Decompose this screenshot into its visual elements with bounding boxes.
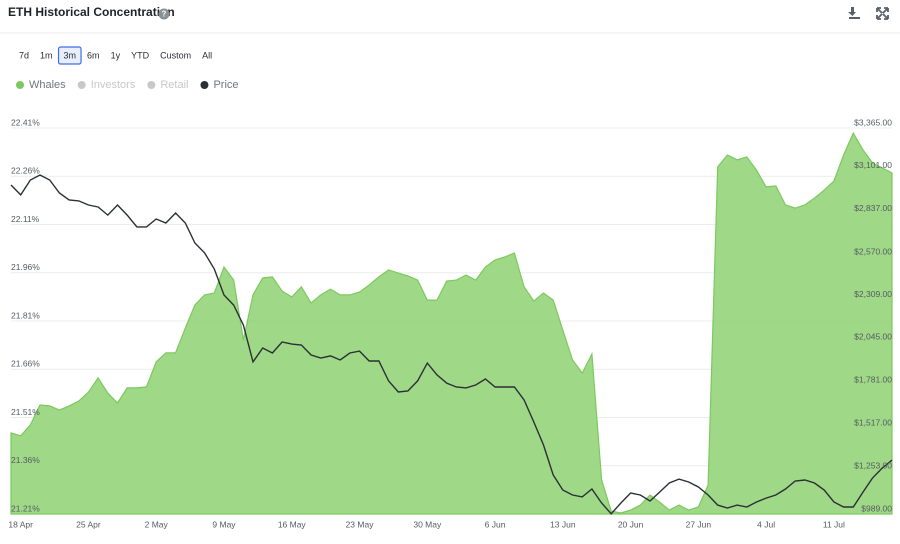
legend-swatch[interactable] [77,81,86,89]
y-tick-label: 22.26% [11,166,40,176]
x-tick-label: 23 May [346,519,375,529]
x-tick-label: 20 Jun [618,519,644,529]
range-button-selected[interactable] [57,46,82,65]
range-button-label[interactable]: All [202,50,212,60]
y-tick-label: 22.11% [11,214,40,224]
y-tick-label: 21.36% [11,455,40,465]
y-tick-label: 21.66% [11,359,40,369]
y2-tick-label: $3,365.00 [854,117,892,127]
legend-swatch[interactable] [16,81,24,89]
y-tick-label: 21.51% [11,407,40,417]
range-button-label[interactable]: Custom [160,50,191,60]
y2-tick-label: $1,781.00 [854,375,892,385]
legend-swatch[interactable] [147,81,156,89]
legend-label[interactable]: Price [213,79,238,91]
y2-tick-label: $1,253.00 [854,460,892,470]
y-tick-label: 22.41% [11,117,40,127]
y2-tick-label: $989.00 [861,503,892,513]
x-tick-label: 9 May [212,519,236,529]
y2-tick-label: $2,837.00 [854,203,892,213]
legend-label[interactable]: Retail [160,79,188,91]
legend-label[interactable]: Whales [29,79,66,91]
legend-label[interactable]: Investors [91,79,136,91]
x-tick-label: 27 Jun [686,519,712,529]
y2-tick-label: $2,045.00 [854,332,892,342]
range-button-label[interactable]: 1y [111,50,121,60]
price-line [10,174,893,515]
x-tick-label: 11 Jul [823,519,845,529]
x-tick-label: 25 Apr [76,519,101,529]
range-button-label[interactable]: 1m [40,50,53,60]
title: ETH Historical Concentration [8,5,175,19]
x-tick-label: 18 Apr [8,519,33,529]
y-tick-label: 21.81% [11,310,40,320]
whales-area [10,131,893,515]
range-button-label[interactable]: 3m [64,50,77,60]
help-icon[interactable]: ? [158,8,170,20]
svg-text:?: ? [162,10,167,19]
x-tick-label: 30 May [413,519,442,529]
y2-tick-label: $2,309.00 [854,289,892,299]
x-tick-label: 16 May [278,519,307,529]
download-icon[interactable] [848,7,860,19]
range-button-label[interactable]: YTD [131,50,150,60]
y2-tick-label: $3,101.00 [854,160,892,170]
y-tick-label: 21.21% [11,503,40,513]
range-button-label[interactable]: 6m [87,50,100,60]
x-tick-label: 4 Jul [757,519,775,529]
y2-tick-label: $2,570.00 [854,246,892,256]
expand-icon[interactable] [876,7,889,20]
range-button-label[interactable]: 7d [19,50,29,60]
y-tick-label: 21.96% [11,262,40,272]
legend-swatch[interactable] [200,81,209,89]
x-tick-label: 2 May [145,519,169,529]
x-tick-label: 13 Jun [550,519,576,529]
y2-tick-label: $1,517.00 [854,417,892,427]
x-tick-label: 6 Jun [485,519,506,529]
